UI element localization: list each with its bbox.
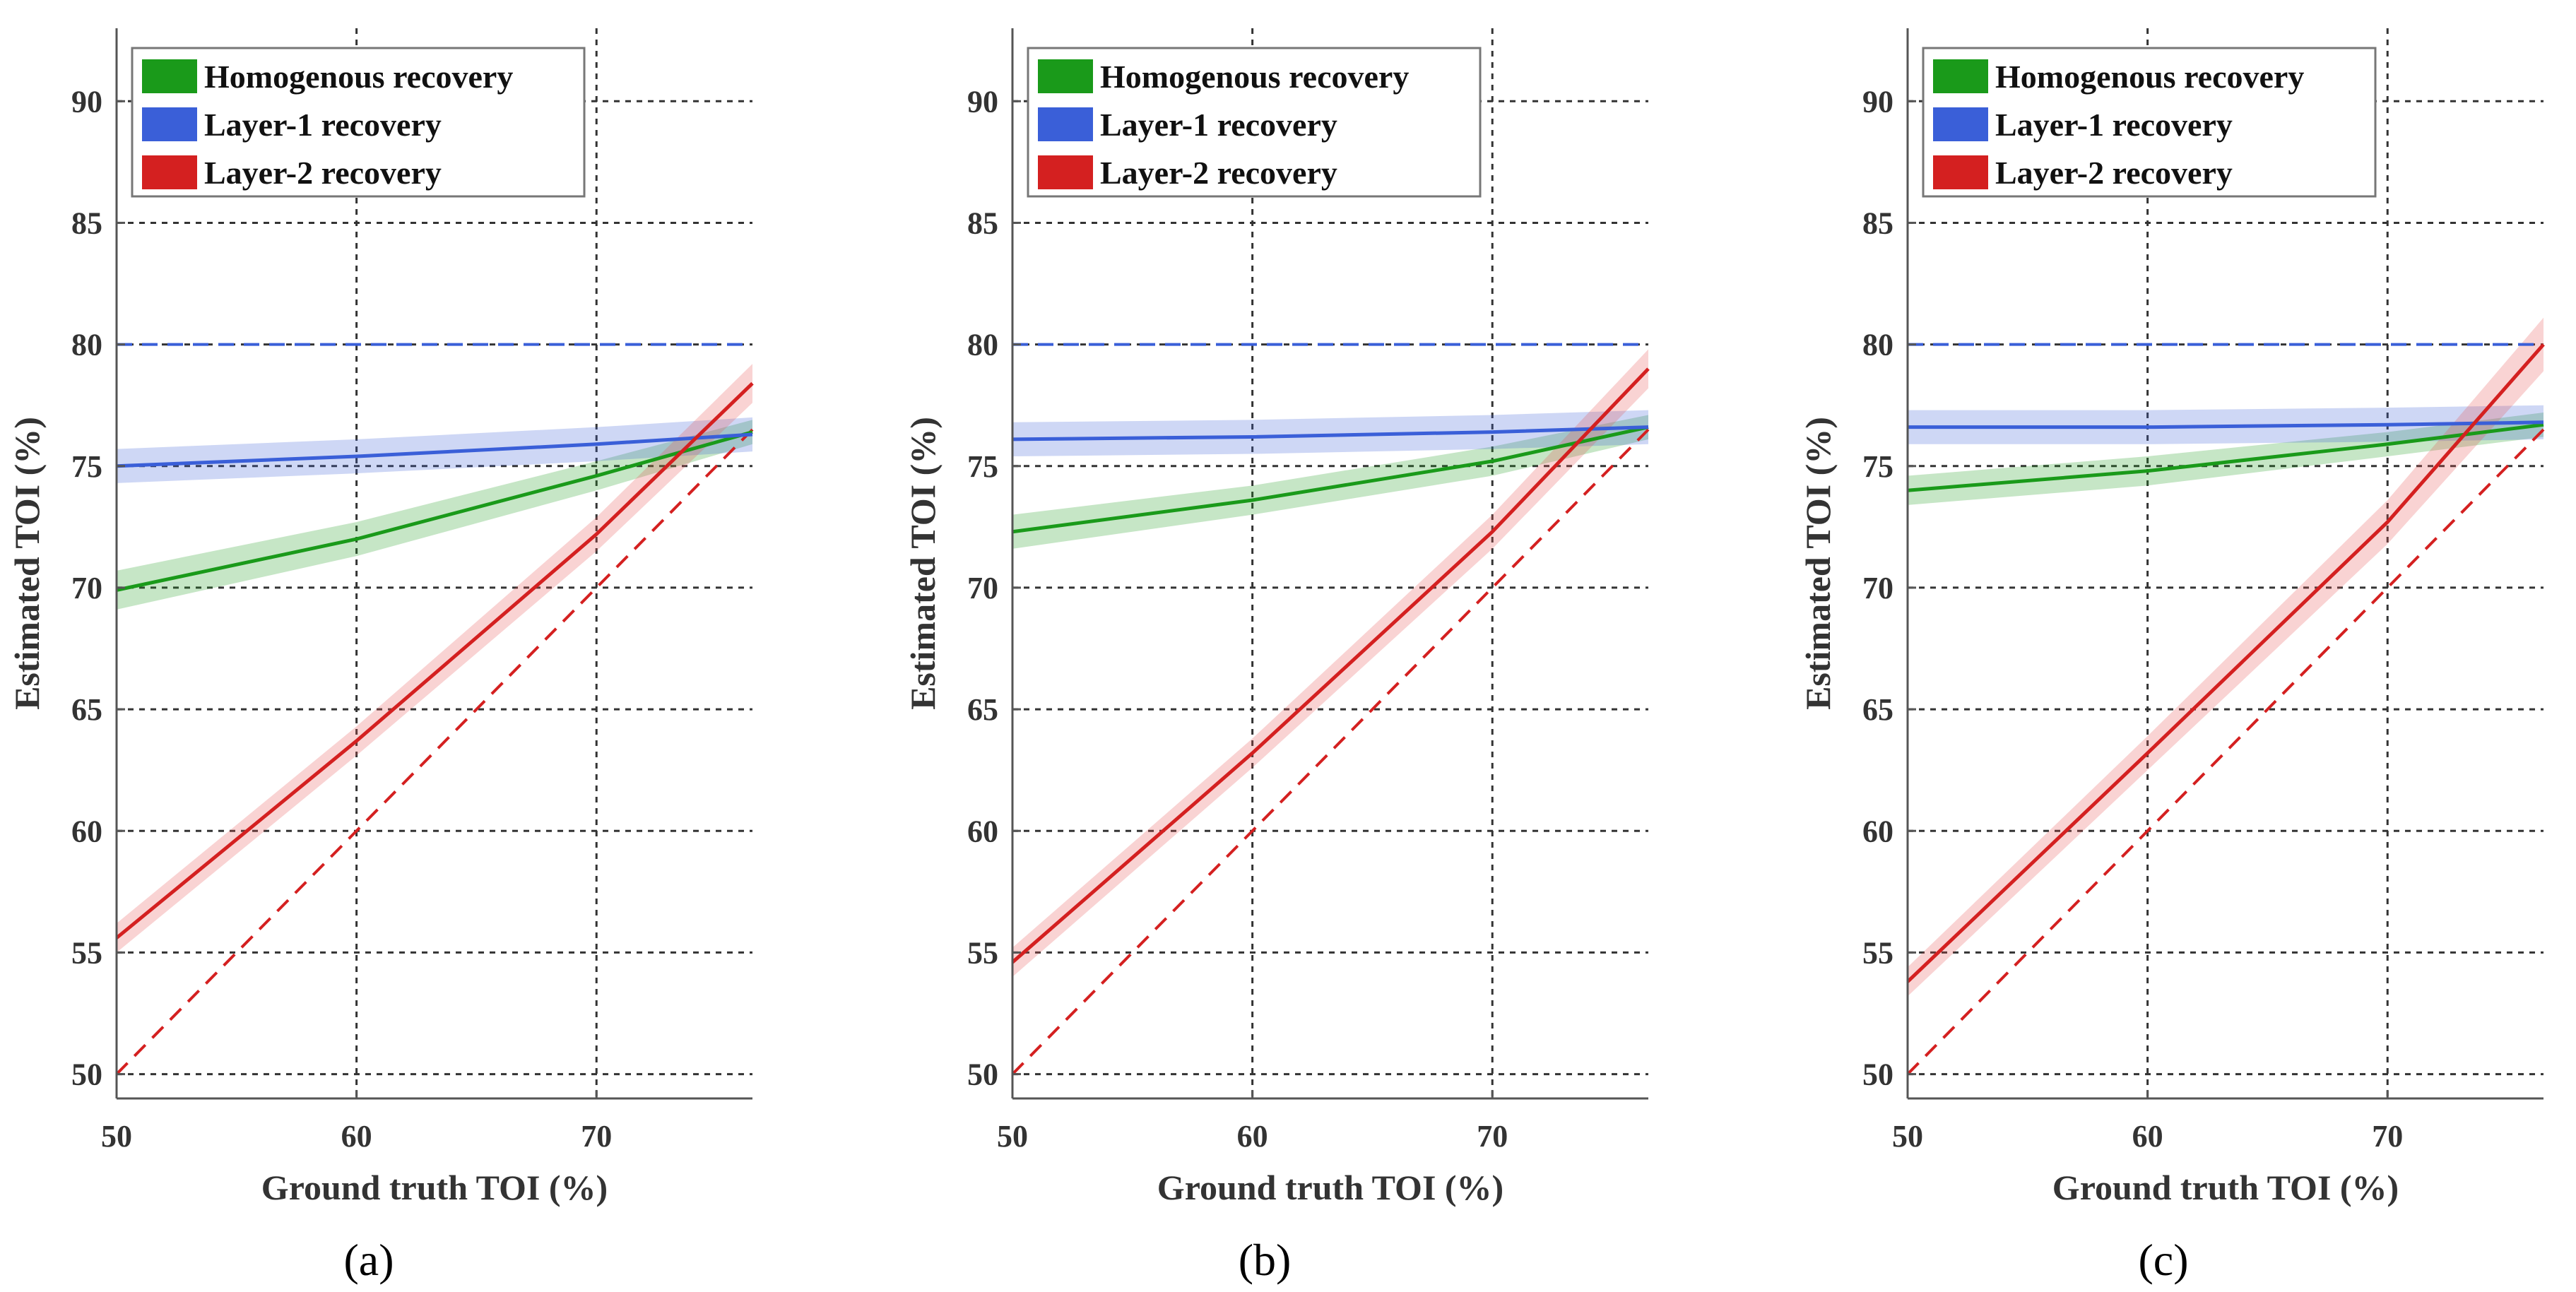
x-tick-label: 60: [1237, 1119, 1268, 1154]
y-tick-label: 90: [967, 84, 998, 119]
y-tick-label: 85: [71, 206, 102, 240]
y-tick-label: 55: [71, 935, 102, 970]
chart-panel-2: 50 55 60 65 70 75 80 85 90 50 60 70 Ground truth TOI…: [903, 28, 1650, 1285]
y-tick-label: 60: [967, 814, 998, 848]
x-tick-label: 60: [2132, 1119, 2163, 1154]
panel-caption: (b): [1239, 1235, 1292, 1285]
series-line: [1012, 425, 1649, 534]
legend-swatch: [142, 107, 197, 141]
y-tick-label: 80: [1862, 328, 1893, 362]
legend-box: [1922, 47, 2377, 198]
series-line: [1012, 425, 1649, 441]
x-tick-label: 60: [341, 1119, 372, 1154]
x-axis-label: Ground truth TOI (%): [261, 1168, 608, 1207]
legend-swatch: [1933, 59, 1988, 93]
y-tick-label: 55: [967, 935, 998, 970]
legend-swatch: [1038, 59, 1093, 93]
series-line: [116, 430, 753, 592]
y-tick-label: 85: [1862, 206, 1893, 240]
y-tick-label: 65: [71, 692, 102, 727]
panel-caption: (c): [2138, 1235, 2188, 1285]
y-tick-label: 55: [1862, 935, 1893, 970]
y-tick-label: 80: [71, 328, 102, 362]
panel-caption: (a): [343, 1235, 394, 1285]
y-tick-label: 50: [71, 1057, 102, 1092]
x-tick-label: 50: [1892, 1119, 1923, 1154]
legend-swatch: [1038, 107, 1093, 141]
legend-entry: Layer-2 recovery: [1995, 155, 2233, 191]
series-line: [115, 381, 754, 940]
y-tick-label: 50: [1862, 1057, 1893, 1092]
x-tick-label: 50: [101, 1119, 132, 1154]
y-tick-label: 75: [1862, 449, 1893, 484]
series-line: [1011, 367, 1650, 964]
legend-box: [131, 47, 586, 198]
y-tick-label: 60: [71, 814, 102, 848]
y-tick-label: 90: [71, 84, 102, 119]
y-tick-label: 75: [71, 449, 102, 484]
plot-area: [1908, 28, 2543, 1098]
legend-entry: Homogenous recovery: [1100, 59, 1409, 95]
plot-area: [117, 28, 752, 1098]
confidence-band: [1012, 410, 1648, 456]
y-tick-label: 70: [1862, 571, 1893, 605]
series-line: [116, 432, 753, 468]
y-axis-label: Estimated TOI (%): [7, 417, 47, 710]
chart-panel-3: 50 55 60 65 70 75 80 85 90 50 60 70 Ground truth TOI…: [1798, 28, 2545, 1285]
legend-swatch: [1038, 155, 1093, 189]
legend-entry: Layer-2 recovery: [204, 155, 442, 191]
legend-box: [1027, 47, 1482, 198]
x-tick-label: 50: [997, 1119, 1028, 1154]
y-tick-label: 65: [967, 692, 998, 727]
x-tick-label: 70: [2372, 1119, 2403, 1154]
series-line: [1906, 343, 2545, 983]
confidence-band: [1012, 415, 1648, 549]
plot-area: [1012, 28, 1648, 1098]
y-tick-label: 75: [967, 449, 998, 484]
x-axis-label: Ground truth TOI (%): [1157, 1168, 1503, 1207]
confidence-band: [117, 420, 752, 610]
legend-entry: Layer-1 recovery: [1100, 107, 1337, 143]
y-tick-label: 80: [967, 328, 998, 362]
legend-swatch: [1933, 155, 1988, 189]
legend: Homogenous recovery Layer-1 recovery Layer…: [1922, 47, 2377, 198]
x-axis-label: Ground truth TOI (%): [2052, 1168, 2399, 1207]
legend-entry: Homogenous recovery: [204, 59, 513, 95]
y-tick-label: 85: [967, 206, 998, 240]
legend: Homogenous recovery Layer-1 recovery Layer…: [131, 47, 586, 198]
y-tick-label: 70: [71, 571, 102, 605]
y-axis-label: Estimated TOI (%): [903, 417, 943, 710]
x-tick-label: 70: [581, 1119, 612, 1154]
chart-panel-1: 50 55 60 65 70 75 80 85 90 50 60 70 Ground truth TOI…: [7, 28, 754, 1285]
legend-entry: Homogenous recovery: [1995, 59, 2304, 95]
legend-entry: Layer-1 recovery: [204, 107, 442, 143]
y-tick-label: 60: [1862, 814, 1893, 848]
y-tick-label: 90: [1862, 84, 1893, 119]
y-tick-label: 50: [967, 1057, 998, 1092]
series-line: [1908, 420, 2544, 429]
confidence-band: [1908, 317, 2543, 997]
y-axis-label: Estimated TOI (%): [1798, 417, 1838, 710]
legend-swatch: [142, 59, 197, 93]
legend-entry: Layer-2 recovery: [1100, 155, 1337, 191]
y-tick-label: 65: [1862, 692, 1893, 727]
confidence-band: [117, 417, 752, 483]
legend-swatch: [142, 155, 197, 189]
confidence-band: [1908, 413, 2543, 505]
legend: Homogenous recovery Layer-1 recovery Layer…: [1027, 47, 1482, 198]
confidence-band: [1012, 349, 1648, 977]
legend-entry: Layer-1 recovery: [1995, 107, 2233, 143]
legend-swatch: [1933, 107, 1988, 141]
y-tick-label: 70: [967, 571, 998, 605]
x-tick-label: 70: [1477, 1119, 1508, 1154]
